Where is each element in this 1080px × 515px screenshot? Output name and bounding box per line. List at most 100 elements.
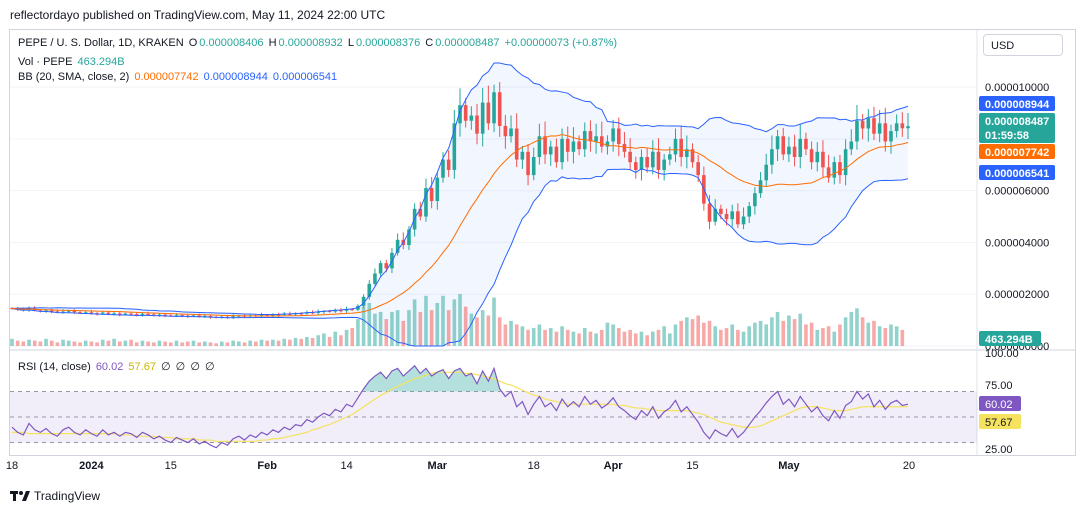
candle-body: [548, 146, 553, 155]
volume-bar: [248, 340, 252, 346]
candle-body: [594, 136, 598, 142]
volume-bar: [673, 324, 678, 346]
candle-body: [157, 314, 162, 316]
candle-body: [770, 149, 774, 165]
close-value: 0.000008487: [435, 37, 500, 49]
volume-bar: [180, 342, 184, 346]
volume-bar: [32, 340, 37, 346]
volume-bar: [832, 331, 837, 346]
volume-bar: [174, 340, 179, 346]
candle-body: [446, 159, 451, 170]
volume-bar: [560, 326, 564, 346]
time-tick-label: 15: [686, 460, 698, 472]
volume-bar: [815, 329, 820, 346]
candle-body: [605, 141, 610, 147]
bb-label[interactable]: BB (20, SMA, close, 2): [18, 71, 130, 83]
candle-body: [503, 125, 508, 137]
volume-label[interactable]: Vol · PEPE: [18, 56, 73, 68]
candle-body: [49, 310, 54, 312]
price-tag-basis: [979, 144, 1055, 159]
volume-bar: [724, 328, 729, 346]
volume-bar: [197, 342, 201, 346]
bb-basis-value: 0.000007742: [134, 71, 199, 83]
candle-body: [95, 313, 99, 315]
candle-body: [146, 313, 150, 315]
volume-bar: [49, 340, 54, 346]
low-label: L: [347, 37, 354, 49]
volume-bar: [452, 299, 457, 346]
candle-body: [673, 138, 678, 155]
volume-bar: [679, 320, 683, 346]
volume-bar: [889, 324, 893, 346]
volume-bar: [713, 326, 717, 346]
rsi-extra-4: ∅: [204, 361, 215, 373]
volume-bar: [826, 326, 831, 346]
volume-bar: [843, 317, 848, 346]
bb-lower-line: [11, 168, 909, 347]
candle-body: [724, 213, 729, 220]
candle-body: [883, 123, 888, 142]
rsi-value: 60.02: [95, 361, 124, 373]
rsi-label[interactable]: RSI (14, close): [18, 361, 91, 373]
volume-legend: Vol · PEPE 463.294B: [18, 56, 127, 68]
candle-body: [418, 208, 423, 217]
price-tag-label: 0.000007742: [985, 147, 1049, 159]
candle-body: [651, 151, 655, 168]
candle-body: [809, 149, 814, 163]
volume-bar: [395, 310, 400, 346]
volume-bar: [412, 299, 417, 346]
volume-bar: [622, 331, 627, 346]
candle-body: [588, 131, 593, 142]
candle-body: [611, 128, 615, 142]
price-tick-label: 0.000006000: [985, 186, 1049, 198]
volume-bar: [849, 311, 854, 346]
volume-bar: [242, 342, 247, 346]
candle-body: [265, 314, 269, 316]
rsi-line: [11, 364, 909, 449]
volume-bar: [685, 317, 689, 346]
candle-body: [526, 151, 530, 176]
candle-body: [690, 149, 695, 163]
candle-body: [520, 151, 525, 160]
candle-body: [537, 136, 542, 157]
volume-bar: [310, 337, 315, 346]
candle-body: [72, 310, 77, 313]
candle-body: [180, 315, 184, 317]
volume-bar: [662, 326, 666, 346]
rsi-ma-tag-label: 57.67: [985, 417, 1013, 429]
volume-bar: [254, 341, 258, 346]
candle-body: [866, 118, 871, 129]
tradingview-footer[interactable]: TradingView: [10, 489, 100, 503]
volume-bar: [747, 326, 752, 346]
candle-body: [753, 193, 757, 207]
candle-body: [826, 167, 831, 178]
volume-bar: [866, 322, 871, 346]
candle-body: [855, 120, 859, 142]
volume-bar: [781, 320, 786, 346]
volume-bar: [696, 315, 700, 346]
open-label: O: [188, 37, 198, 49]
volume-bar: [276, 340, 281, 346]
volume-bar: [185, 341, 190, 346]
candle-body: [543, 136, 547, 155]
volume-bar: [554, 331, 559, 346]
volume-bar: [520, 326, 525, 346]
volume-bar: [860, 317, 865, 346]
candle-body: [299, 313, 304, 315]
candle-body: [792, 146, 797, 157]
symbol-name[interactable]: PEPE / U. S. Dollar, 1D, KRAKEN: [18, 37, 184, 49]
rsi-overbought-fill: [363, 365, 500, 392]
high-value: 0.000008932: [278, 37, 343, 49]
time-tick-label: 18: [528, 460, 540, 472]
open-value: 0.000008406: [199, 37, 264, 49]
candle-body: [55, 311, 60, 313]
volume-bar: [594, 333, 598, 346]
volume-bar: [702, 322, 706, 346]
candle-body: [106, 312, 111, 314]
candle-body: [89, 312, 94, 314]
volume-bar: [571, 331, 576, 346]
currency-button[interactable]: USD: [983, 34, 1063, 56]
volume-bar: [804, 324, 808, 346]
volume-bar: [894, 326, 899, 346]
